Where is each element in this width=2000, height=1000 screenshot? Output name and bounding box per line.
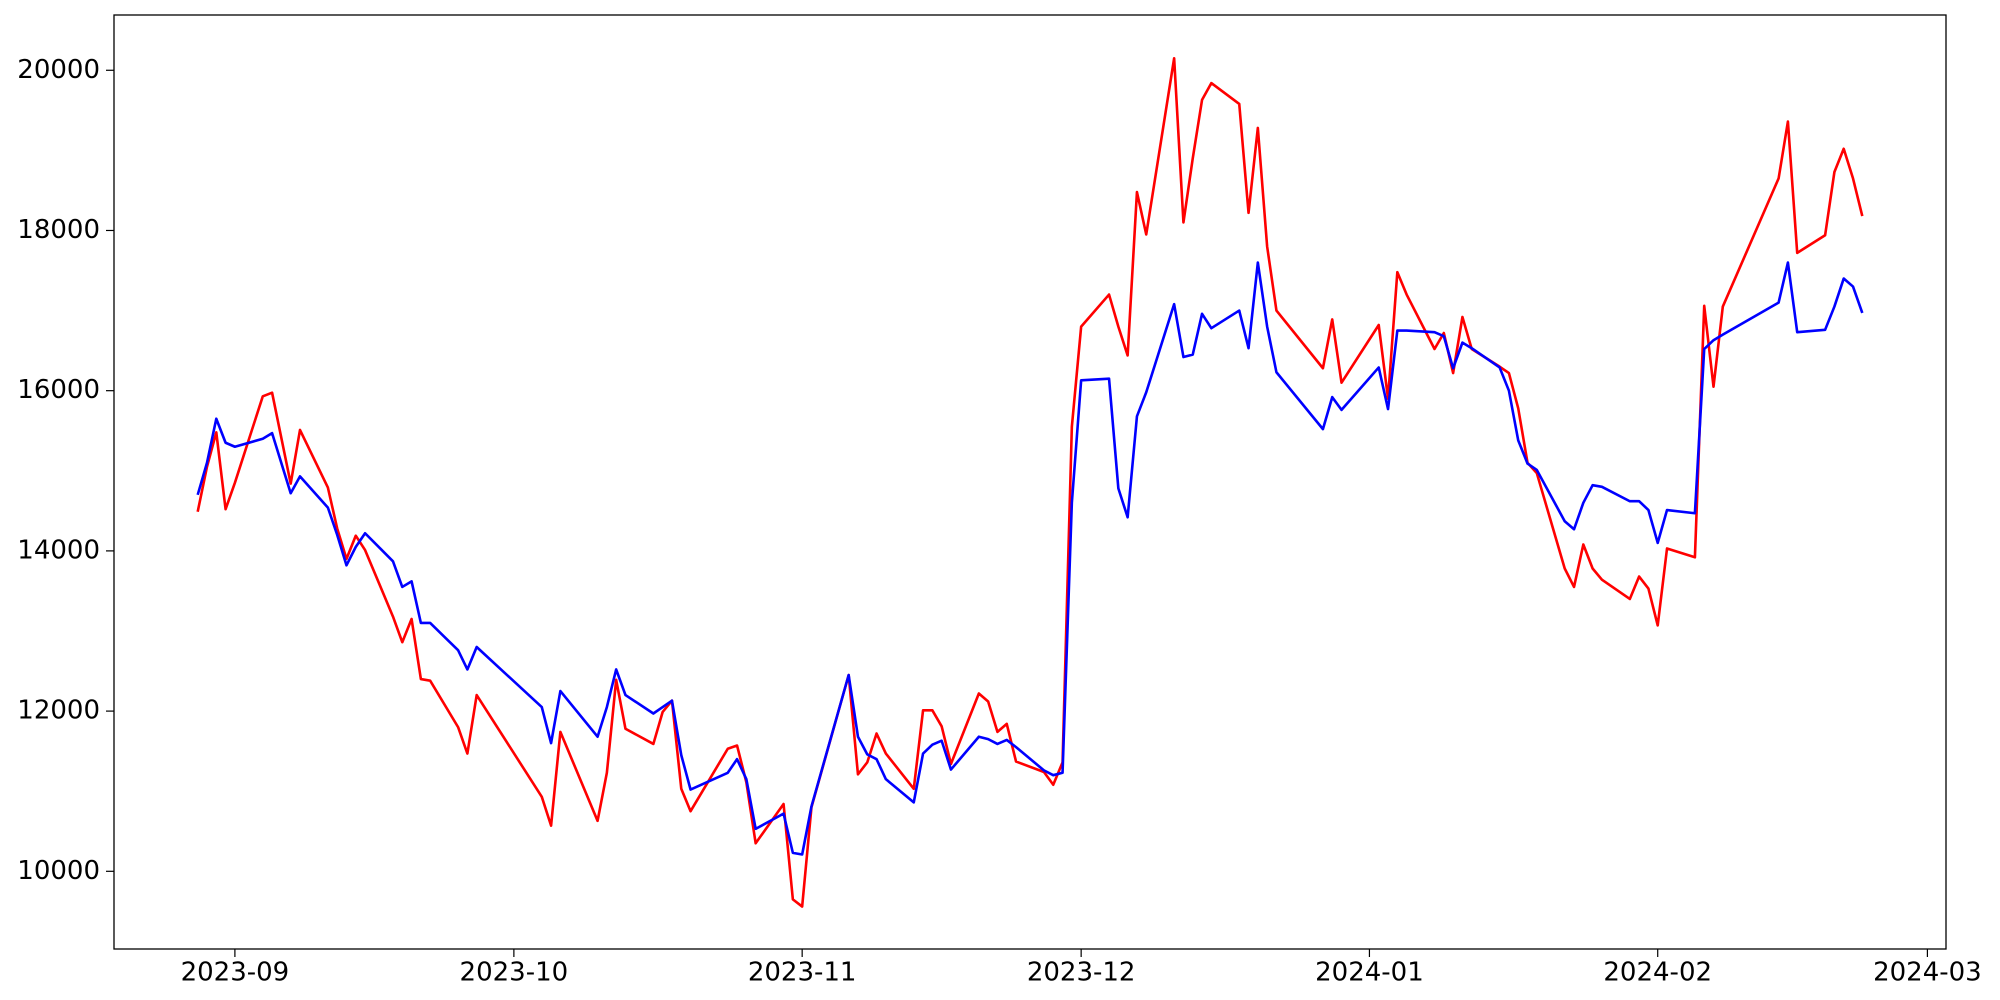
x-tick-label: 2024-02 — [1603, 958, 1712, 988]
y-tick-label: 16000 — [17, 375, 100, 405]
y-tick-label: 18000 — [17, 215, 100, 245]
y-tick-label: 10000 — [17, 856, 100, 886]
x-tick-label: 2023-09 — [181, 958, 290, 988]
line-series — [196, 56, 1864, 908]
x-tick-label: 2024-01 — [1315, 958, 1424, 988]
x-tick-label: 2023-11 — [748, 958, 857, 988]
x-tick-label: 2023-12 — [1027, 958, 1136, 988]
x-tick-label: 2023-10 — [460, 958, 569, 988]
x-tick-label: 2024-03 — [1873, 958, 1982, 988]
y-tick-label: 14000 — [17, 535, 100, 565]
y-tick-label: 20000 — [17, 55, 100, 85]
y-tick-label: 12000 — [17, 696, 100, 726]
line-series — [196, 261, 1864, 856]
plot-frame — [113, 14, 1947, 950]
